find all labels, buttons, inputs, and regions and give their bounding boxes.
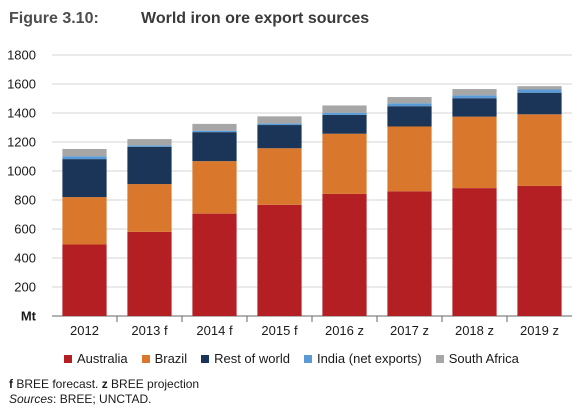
bar-segment-south-africa xyxy=(62,148,107,157)
x-tick-label: 2013 f xyxy=(131,323,168,338)
legend-label: Brazil xyxy=(154,351,188,366)
bar-segment-australia xyxy=(452,188,497,316)
x-tick-label: 2019 z xyxy=(520,323,559,338)
projection-text: BREE projection xyxy=(107,377,200,391)
bar-segment-south-africa xyxy=(127,139,172,146)
y-tick-label: 1400 xyxy=(7,106,36,121)
y-tick-label: 400 xyxy=(14,251,36,266)
legend-label: Rest of world xyxy=(214,351,290,366)
legend-swatch xyxy=(435,354,444,363)
bar-segment-brazil xyxy=(387,126,432,192)
bar-segment-south-africa xyxy=(387,97,432,104)
bar-segment-australia xyxy=(517,185,562,316)
bar-segment-rest-of-world xyxy=(322,114,367,134)
legend-swatch xyxy=(201,354,210,363)
y-tick-label: 1200 xyxy=(7,135,36,150)
bar-segment-australia xyxy=(62,244,107,316)
legend-item: Rest of world xyxy=(201,351,290,366)
bar-segment-australia xyxy=(192,213,237,316)
bar-segment-india-net-exports xyxy=(322,112,367,115)
bar-segment-india-net-exports xyxy=(257,123,302,126)
legend-item: Brazil xyxy=(141,351,188,366)
legend-swatch xyxy=(141,354,150,363)
bar-segment-brazil xyxy=(192,161,237,214)
forecast-note: f BREE forecast. z BREE projection xyxy=(9,377,199,392)
bar-segment-india-net-exports xyxy=(452,95,497,99)
projection-marker: z xyxy=(101,377,108,391)
bar-segment-south-africa xyxy=(257,116,302,124)
x-tick-label: 2014 f xyxy=(196,323,233,338)
x-tick-label: 2016 z xyxy=(325,323,364,338)
bar-segment-brazil xyxy=(257,148,302,205)
legend-item: India (net exports) xyxy=(303,351,422,366)
bar-segment-australia xyxy=(257,204,302,316)
bar-segment-rest-of-world xyxy=(387,106,432,127)
legend-label: India (net exports) xyxy=(316,351,422,366)
forecast-text: BREE forecast. xyxy=(13,377,102,391)
y-tick-label: 1800 xyxy=(7,48,36,63)
figure-number: Figure 3.10: xyxy=(9,10,99,27)
bar-segment-australia xyxy=(127,231,172,316)
x-tick-label: 2018 z xyxy=(455,323,494,338)
bar-segment-brazil xyxy=(517,114,562,186)
sources-note: Sources: BREE; UNCTAD. xyxy=(9,392,199,407)
y-tick-label: 1000 xyxy=(7,164,36,179)
y-tick-label: 800 xyxy=(14,193,36,208)
bar-segment-brazil xyxy=(452,116,497,189)
bar-segment-australia xyxy=(322,193,367,316)
bar-segment-south-africa xyxy=(517,86,562,90)
y-tick-label: 600 xyxy=(14,222,36,237)
bar-segment-india-net-exports xyxy=(387,103,432,107)
bar-segment-rest-of-world xyxy=(127,146,172,185)
y-tick-label: Mt xyxy=(21,309,37,324)
bar-segment-india-net-exports xyxy=(62,156,107,160)
legend-swatch xyxy=(303,354,312,363)
x-tick-label: 2017 z xyxy=(390,323,429,338)
bar-segment-india-net-exports xyxy=(192,130,237,133)
bar-segment-south-africa xyxy=(322,105,367,113)
x-tick-label: 2015 f xyxy=(261,323,298,338)
bar-segment-rest-of-world xyxy=(517,92,562,115)
bar-segment-south-africa xyxy=(192,123,237,131)
bar-segment-brazil xyxy=(62,197,107,245)
legend-label: South Africa xyxy=(448,351,519,366)
x-tick-label: 2012 xyxy=(70,323,99,338)
bar-segment-rest-of-world xyxy=(257,125,302,149)
y-tick-label: 200 xyxy=(14,280,36,295)
legend-item: South Africa xyxy=(435,351,519,366)
forecast-marker: f xyxy=(9,377,13,391)
sources-text: : BREE; UNCTAD. xyxy=(53,392,152,406)
figure-name: World iron ore export sources xyxy=(141,10,370,27)
bar-segment-australia xyxy=(387,191,432,316)
bar-segment-brazil xyxy=(127,184,172,232)
bar-segment-rest-of-world xyxy=(62,159,107,198)
bar-segment-brazil xyxy=(322,133,367,194)
legend-swatch xyxy=(64,354,72,363)
figure-notes: f BREE forecast. z BREE projection Sourc… xyxy=(9,377,199,407)
legend-item: Australia xyxy=(64,351,128,366)
chart-legend: Australia Brazil Rest of world India (net e… xyxy=(64,351,519,366)
bar-segment-india-net-exports xyxy=(127,145,172,147)
figure-title: Figure 3.10: World iron ore export sourc… xyxy=(9,10,369,28)
legend-label: Australia xyxy=(77,351,128,366)
bar-segment-india-net-exports xyxy=(517,89,562,93)
bar-segment-south-africa xyxy=(452,89,497,96)
bar-segment-rest-of-world xyxy=(192,132,237,162)
y-tick-label: 1600 xyxy=(7,77,36,92)
bar-segment-rest-of-world xyxy=(452,98,497,117)
sources-label: Sources xyxy=(9,392,54,406)
